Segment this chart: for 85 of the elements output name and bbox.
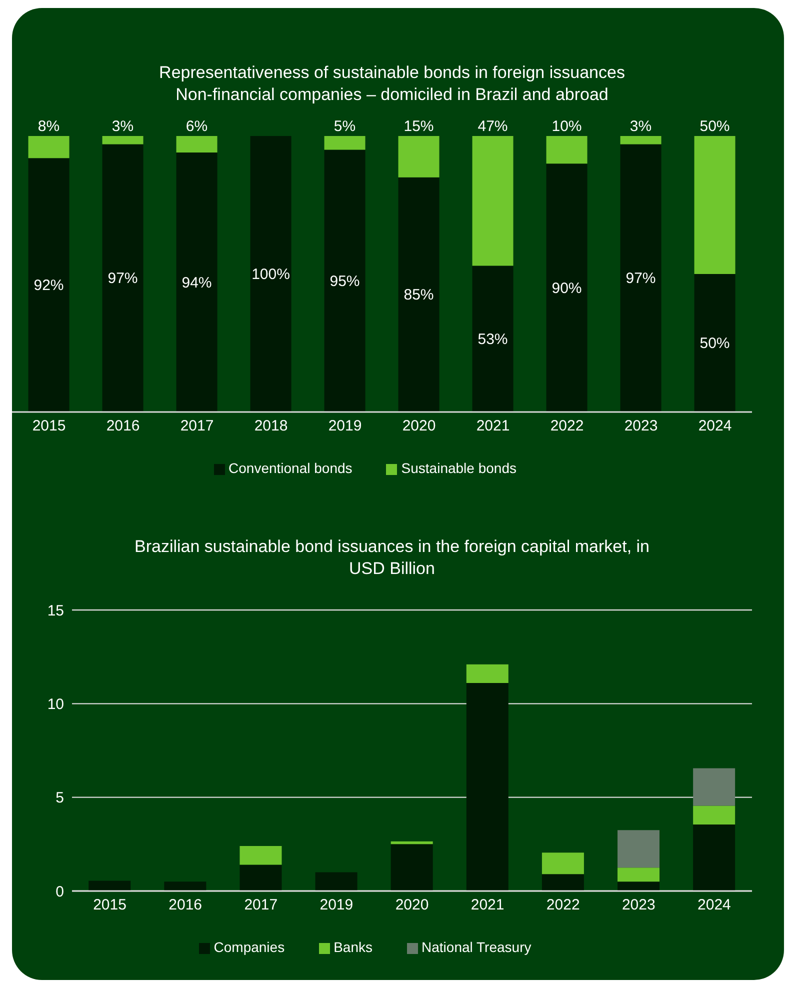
chart-title: Brazilian sustainable bond issuances in the foreign capital market, in USD Billion — [133, 536, 650, 580]
bar — [620, 136, 662, 144]
bar — [390, 844, 433, 891]
data-label: 97% — [626, 270, 656, 288]
x-tick-label: 2020 — [402, 418, 436, 435]
x-tick-label: 2022 — [550, 418, 584, 435]
data-label: 5% — [334, 118, 356, 135]
bar — [693, 824, 736, 891]
bar — [315, 872, 358, 891]
x-tick-label: 2020 — [395, 896, 429, 914]
bar — [466, 683, 508, 891]
bar — [324, 150, 366, 412]
x-tick-label: 2024 — [698, 418, 732, 435]
data-label: 94% — [182, 274, 212, 292]
data-label: 8% — [38, 118, 60, 135]
data-label: 47% — [478, 118, 508, 135]
data-label: 92% — [34, 277, 64, 294]
data-label: 50% — [700, 118, 730, 135]
bar — [176, 152, 218, 412]
y-tick-label: 15 — [47, 602, 64, 620]
bar — [693, 768, 736, 806]
bar — [28, 136, 70, 158]
x-tick-label: 2019 — [320, 896, 354, 914]
data-label: 53% — [478, 330, 508, 348]
x-tick-label: 2017 — [244, 896, 278, 914]
bar — [324, 136, 366, 150]
legend-label: Companies — [214, 939, 285, 955]
x-tick-label: 2023 — [624, 418, 658, 435]
bar — [694, 274, 736, 412]
bar — [620, 144, 662, 412]
data-label: 10% — [552, 118, 582, 135]
bar — [472, 136, 514, 266]
x-tick-label: 2022 — [546, 896, 580, 914]
x-tick-label: 2016 — [168, 896, 202, 914]
x-tick-label: 2017 — [180, 418, 214, 435]
bar — [164, 882, 206, 891]
bar — [398, 136, 440, 178]
x-tick-label: 2018 — [254, 418, 288, 435]
data-label: 97% — [108, 270, 138, 288]
data-label: 3% — [630, 118, 652, 135]
bar — [693, 806, 736, 824]
bar — [176, 136, 218, 153]
bar — [240, 864, 282, 891]
data-label: 85% — [404, 286, 434, 304]
bar — [542, 874, 584, 891]
bar — [542, 852, 584, 874]
bar — [694, 136, 736, 274]
bar — [240, 846, 282, 865]
legend-label: National Treasury — [422, 939, 532, 955]
y-tick-label: 5 — [56, 790, 64, 807]
bar — [618, 830, 660, 868]
data-label: 15% — [404, 118, 434, 135]
bar — [546, 136, 588, 164]
x-tick-label: 2021 — [470, 896, 504, 914]
x-tick-label: 2021 — [476, 418, 510, 435]
x-tick-label: 2015 — [93, 896, 126, 914]
chart-subtitle: Non-financial companies – domiciled in Brazil and abroad — [174, 84, 610, 106]
bar — [472, 266, 514, 412]
data-label: 100% — [252, 266, 290, 283]
bar — [102, 144, 144, 412]
bar — [102, 136, 144, 144]
data-label: 50% — [700, 335, 730, 352]
legend-label: Sustainable bonds — [401, 460, 516, 476]
data-label: 6% — [186, 118, 208, 135]
y-tick-label: 10 — [47, 696, 64, 713]
bar — [88, 880, 131, 891]
data-label: 90% — [552, 280, 582, 297]
x-tick-label: 2016 — [106, 418, 140, 435]
x-tick-label: 2024 — [698, 896, 731, 914]
bar — [250, 136, 292, 412]
x-tick-label: 2019 — [328, 418, 362, 435]
legend-label: Conventional bonds — [228, 460, 352, 476]
x-tick-label: 2015 — [32, 418, 66, 435]
bar — [546, 164, 588, 412]
bar — [398, 177, 440, 412]
data-label: 95% — [330, 272, 360, 290]
bar — [466, 664, 508, 684]
bar — [618, 882, 660, 891]
bar — [28, 158, 70, 412]
x-tick-label: 2023 — [622, 896, 656, 914]
chart-title: Representativeness of sustainable bonds in foreign issuances — [158, 62, 626, 84]
bar — [618, 868, 660, 882]
legend-label: Banks — [334, 939, 373, 955]
data-label: 3% — [112, 118, 134, 135]
y-tick-label: 0 — [56, 883, 64, 900]
